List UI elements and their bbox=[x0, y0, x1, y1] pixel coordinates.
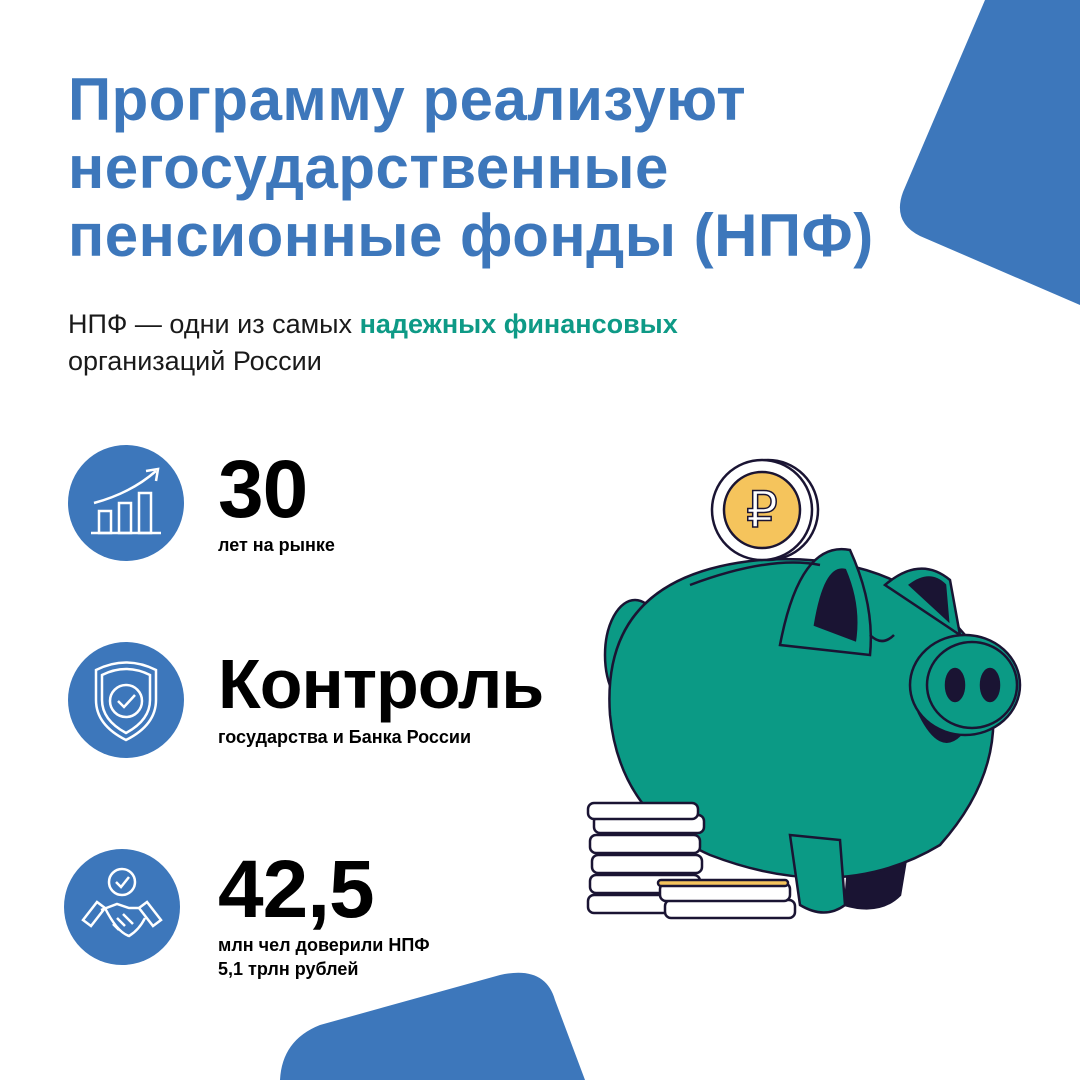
growth-chart-icon bbox=[68, 445, 184, 561]
subtitle: НПФ — одни из самых надежных финансовых … bbox=[68, 306, 678, 380]
ruble-coin: ₽ bbox=[710, 458, 820, 562]
handshake-icon bbox=[64, 849, 180, 965]
title-line-3: пенсионные фонды (НПФ) bbox=[68, 202, 874, 269]
page-title: Программу реализуют негосударственные пе… bbox=[68, 66, 874, 270]
top-right-shape bbox=[899, 0, 1080, 305]
piggy-bank-illustration: ₽ bbox=[586, 458, 1022, 920]
coin-stack bbox=[586, 801, 797, 920]
fact-caption: лет на рынке bbox=[218, 535, 335, 555]
fact-value: Контроль bbox=[218, 645, 544, 723]
subtitle-text: НПФ — одни из самых bbox=[68, 309, 360, 339]
subtitle-text-2: организаций России bbox=[68, 346, 322, 376]
ruble-icon: ₽ bbox=[746, 481, 778, 539]
shield-check-icon bbox=[68, 642, 184, 758]
fact-value: 30 bbox=[218, 444, 308, 535]
title-line-2: негосударственные bbox=[68, 134, 669, 201]
fact-caption-2: 5,1 трлн рублей bbox=[218, 959, 359, 979]
bottom-shape bbox=[280, 972, 585, 1080]
fact-caption: государства и Банка России bbox=[218, 727, 472, 747]
fact-value: 42,5 bbox=[218, 844, 375, 935]
fact-caption: млн чел доверили НПФ bbox=[218, 935, 430, 955]
subtitle-highlight: надежных финансовых bbox=[359, 309, 678, 339]
title-line-1: Программу реализуют bbox=[68, 66, 747, 133]
